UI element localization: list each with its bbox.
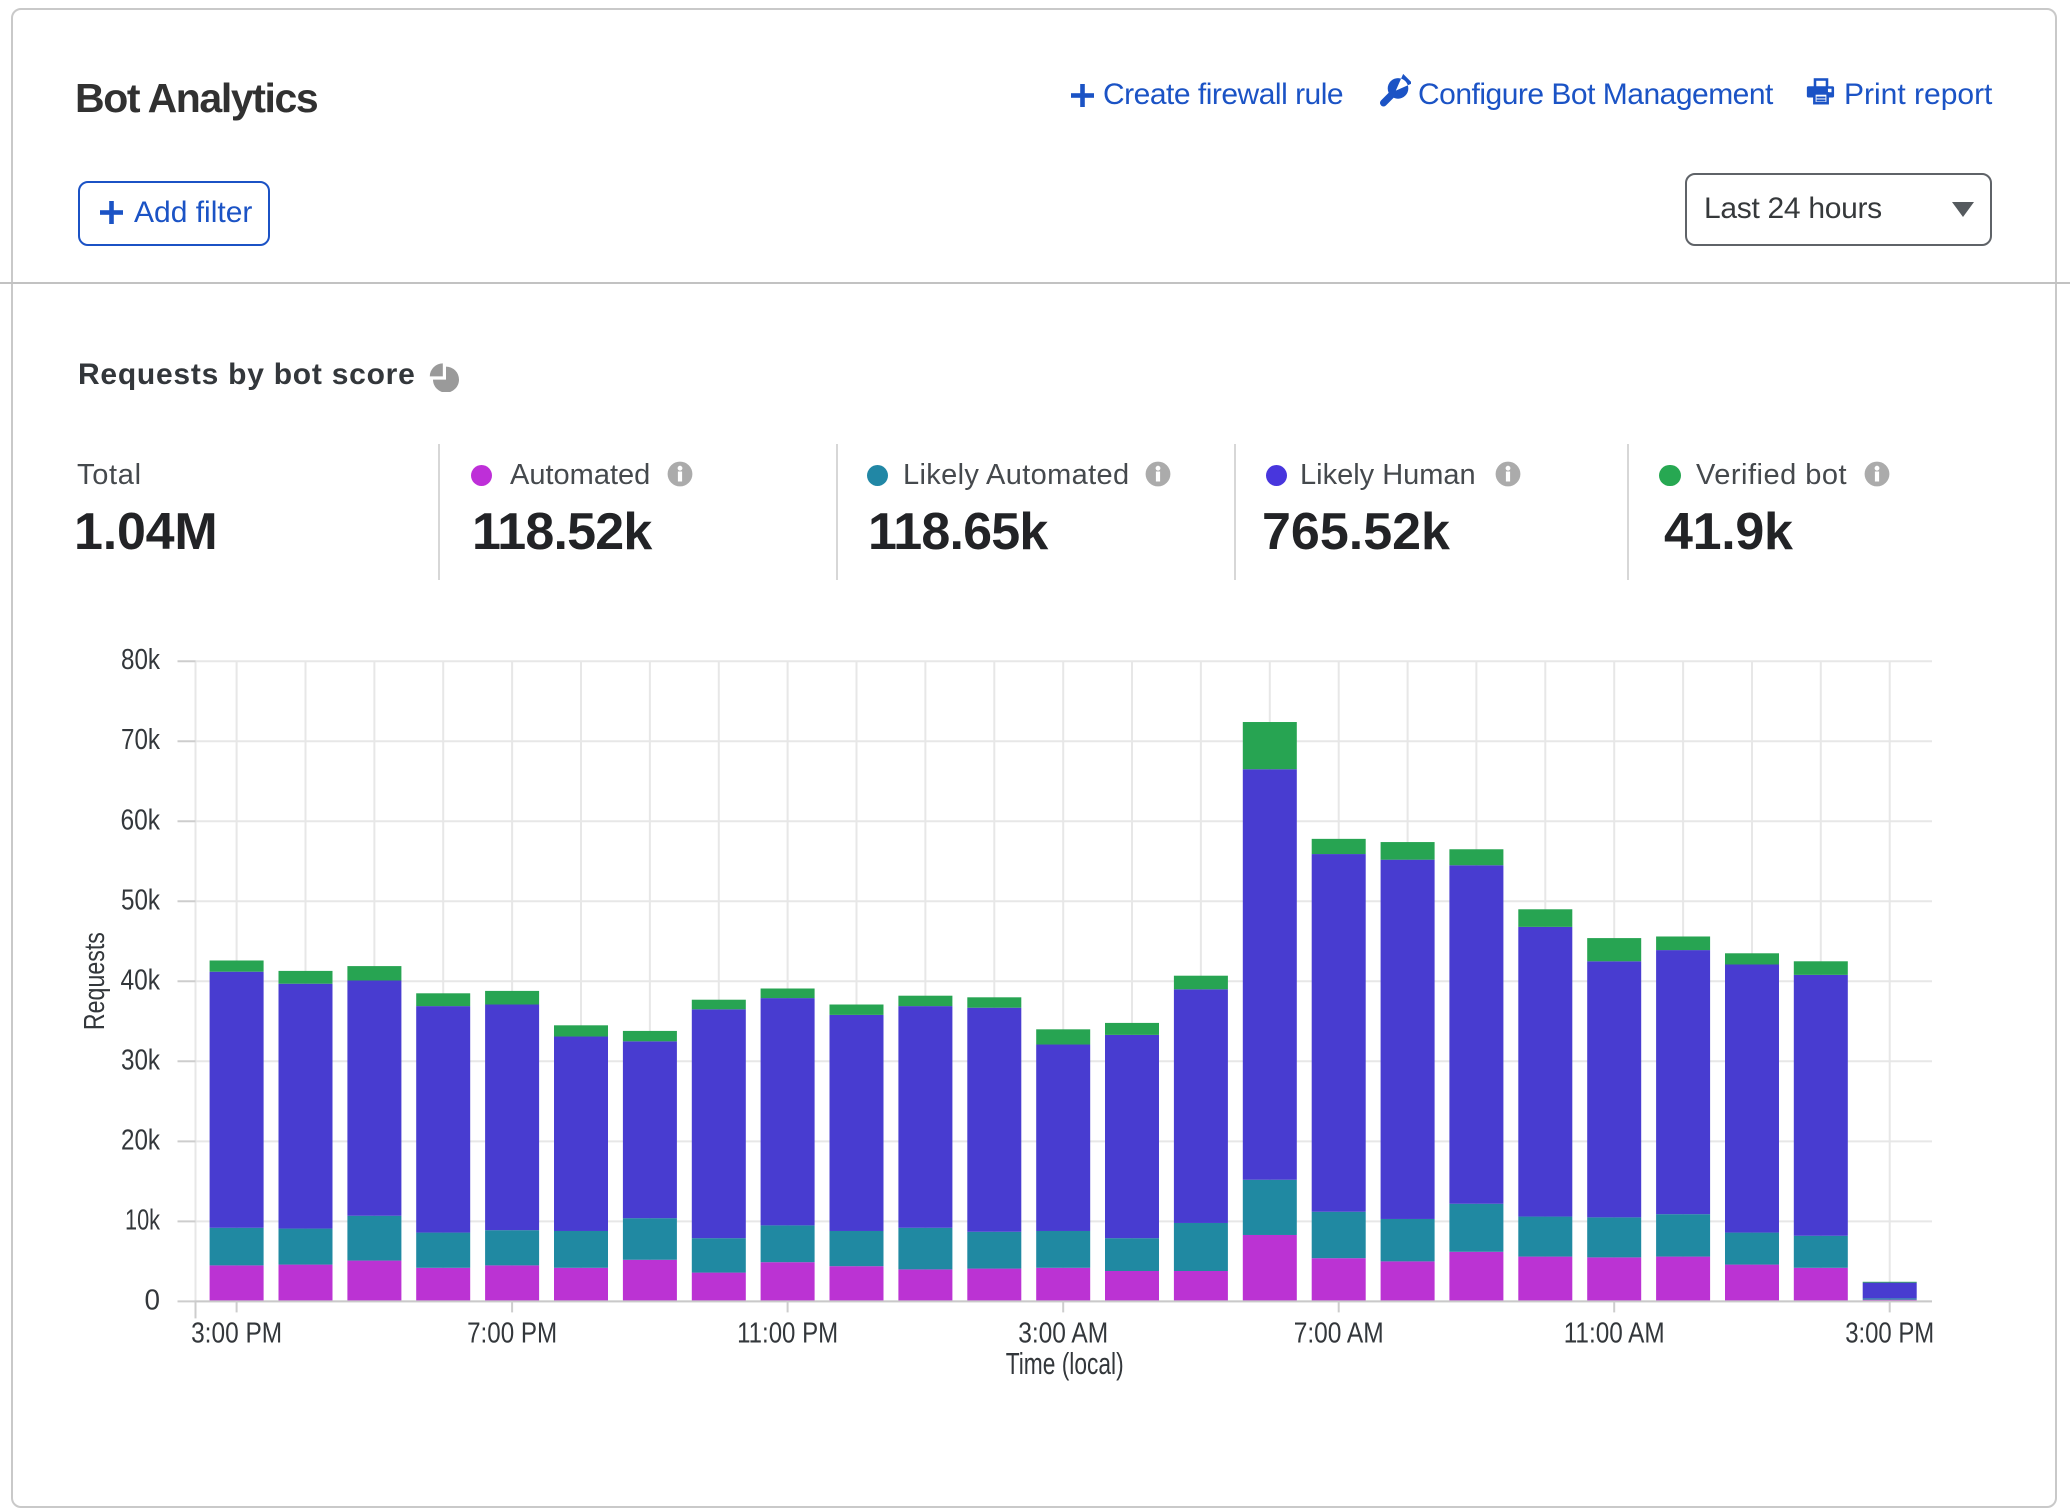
svg-text:80k: 80k	[121, 644, 160, 676]
svg-text:30k: 30k	[121, 1044, 160, 1076]
svg-text:7:00 AM: 7:00 AM	[1294, 1318, 1384, 1350]
svg-text:3:00 PM: 3:00 PM	[191, 1318, 282, 1350]
svg-text:10k: 10k	[125, 1204, 160, 1236]
svg-text:70k: 70k	[121, 724, 160, 756]
svg-text:Time (local): Time (local)	[1006, 1346, 1124, 1381]
svg-text:3:00 PM: 3:00 PM	[1845, 1318, 1934, 1350]
svg-text:7:00 PM: 7:00 PM	[467, 1318, 557, 1350]
svg-text:20k: 20k	[121, 1124, 160, 1156]
svg-text:11:00 PM: 11:00 PM	[737, 1318, 838, 1350]
svg-text:3:00 AM: 3:00 AM	[1018, 1318, 1108, 1350]
svg-text:11:00 AM: 11:00 AM	[1564, 1318, 1665, 1350]
svg-text:0: 0	[145, 1284, 161, 1316]
svg-text:40k: 40k	[121, 964, 161, 996]
svg-text:60k: 60k	[121, 804, 161, 836]
svg-text:50k: 50k	[121, 884, 160, 916]
svg-text:Requests: Requests	[79, 932, 111, 1030]
